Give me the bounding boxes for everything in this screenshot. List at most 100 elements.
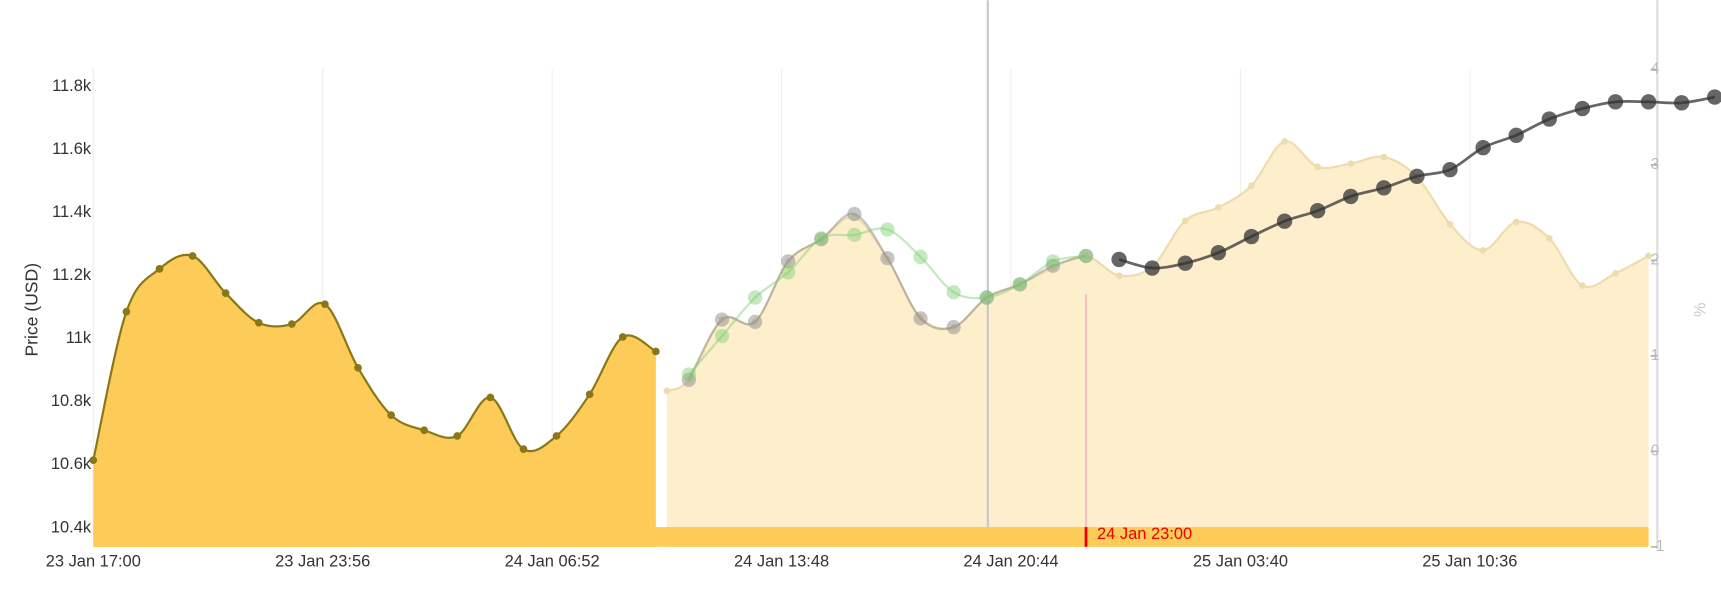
x-tick-label: 23 Jan 23:56 — [275, 553, 370, 571]
point — [1343, 188, 1359, 205]
point — [1612, 270, 1619, 277]
point — [913, 311, 928, 326]
point — [155, 265, 164, 273]
point — [979, 290, 994, 305]
point — [1045, 258, 1061, 273]
point — [979, 290, 994, 305]
point — [354, 364, 362, 372]
x-tick-label: 24 Jan 13:48 — [734, 553, 829, 571]
y-tick-label: 11.6k — [52, 140, 92, 158]
point — [1243, 228, 1260, 245]
point — [880, 251, 895, 266]
point — [420, 426, 429, 435]
range-strip — [93, 527, 1649, 547]
point — [1276, 213, 1293, 229]
point — [1210, 245, 1227, 261]
x-tick-label: 23 Jan 17:00 — [46, 553, 141, 571]
point — [1579, 282, 1586, 289]
point — [1574, 100, 1591, 117]
point — [1442, 161, 1458, 178]
point — [1640, 94, 1657, 110]
point — [221, 289, 230, 297]
point — [1607, 94, 1624, 110]
y-tick-label: 10.6k — [51, 455, 92, 473]
point — [1215, 204, 1222, 211]
point — [1347, 160, 1355, 167]
point — [1645, 252, 1652, 260]
y-tick-label: 11.2k — [52, 266, 92, 284]
x-tick-label: 24 Jan 20:44 — [963, 553, 1058, 571]
point — [1078, 248, 1094, 264]
y-axis-title: Price (USD) — [22, 263, 42, 357]
point — [1314, 163, 1321, 171]
marker-label: 24 Jan 23:00 — [1097, 525, 1192, 543]
point — [814, 231, 829, 246]
point — [714, 328, 730, 344]
x-tick-label: 25 Jan 10:36 — [1422, 553, 1517, 571]
point — [681, 372, 697, 387]
y-tick-label: 10.8k — [51, 392, 92, 410]
point — [1508, 127, 1524, 143]
point — [453, 432, 462, 440]
y-tick-label: 11k — [66, 329, 92, 347]
point — [188, 252, 197, 260]
point — [1078, 248, 1094, 264]
point — [1115, 272, 1123, 279]
y2-axis-title: % — [1692, 302, 1710, 317]
point — [880, 222, 895, 237]
marks — [89, 89, 1721, 465]
point — [747, 290, 763, 305]
point — [1376, 180, 1392, 196]
point — [847, 227, 862, 242]
point — [1045, 254, 1061, 269]
x-tick-label: 25 Jan 03:40 — [1193, 553, 1288, 571]
y2-tick-label: 2 — [1651, 251, 1660, 268]
point — [1380, 153, 1388, 161]
point — [519, 445, 528, 453]
point — [287, 320, 296, 328]
y2-tick-label: 3 — [1651, 156, 1660, 173]
point — [847, 206, 862, 222]
point — [814, 232, 829, 247]
point — [552, 432, 561, 440]
point — [1111, 251, 1127, 268]
y2-tick-label: 1 — [1651, 347, 1660, 364]
point — [681, 367, 697, 382]
point — [651, 347, 660, 356]
y2-tick-label: 4 — [1651, 60, 1660, 77]
point — [387, 411, 395, 419]
point — [913, 249, 928, 265]
point — [781, 265, 796, 280]
area — [666, 141, 1649, 547]
point — [747, 314, 763, 329]
y-tick-label: 11.4k — [52, 203, 92, 221]
point — [254, 318, 263, 327]
point — [1545, 235, 1553, 242]
area — [93, 254, 656, 547]
point — [89, 456, 98, 465]
point — [1475, 140, 1491, 156]
point — [663, 387, 671, 395]
point — [1446, 220, 1454, 228]
point — [1309, 203, 1326, 219]
point — [1012, 277, 1027, 292]
line — [688, 227, 1087, 376]
point — [946, 285, 961, 300]
point — [321, 300, 329, 309]
point — [618, 333, 627, 341]
y2-tick-label: 0 — [1651, 442, 1660, 459]
point — [714, 312, 730, 327]
point — [1012, 277, 1027, 292]
point — [1541, 111, 1557, 127]
point — [781, 254, 796, 269]
y-tick-label: 10.4k — [51, 518, 92, 536]
point — [1181, 217, 1189, 224]
point — [1177, 255, 1193, 271]
point — [1512, 218, 1520, 226]
point — [1479, 247, 1487, 254]
point — [1409, 168, 1425, 185]
point — [1248, 182, 1255, 189]
point — [1281, 138, 1288, 145]
